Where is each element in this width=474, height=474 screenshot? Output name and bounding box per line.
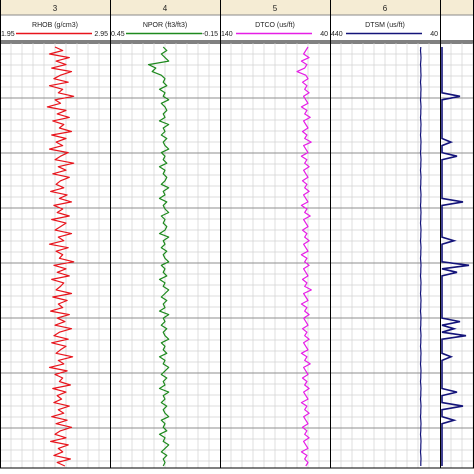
track-scale-right: 40 <box>320 31 328 38</box>
track-headers: 3 RHOB (g/cm3) 1.95 2.95 4 NPOR (ft3/ft3) 0.45… <box>0 0 474 44</box>
track-scale-left: 1.95 <box>1 31 15 38</box>
track-scale-right: 40 <box>430 31 438 38</box>
track-number: 4 <box>163 4 168 13</box>
track-number: 6 <box>383 4 388 13</box>
track-curve-name: DTSM (us/ft) <box>365 22 405 29</box>
track-number: 5 <box>273 4 278 13</box>
header-scale-band <box>0 15 474 41</box>
curve-rhob <box>46 46 75 467</box>
header-number-band <box>0 0 474 15</box>
track-scale-left: 0.45 <box>111 31 125 38</box>
track-scale-left: 440 <box>331 31 343 38</box>
curve-dtco <box>296 46 312 467</box>
curve-dtsm <box>419 46 422 466</box>
track-curve-name: NPOR (ft3/ft3) <box>143 22 187 29</box>
log-grid <box>0 43 474 468</box>
curve-npor <box>147 46 170 467</box>
track-curve-name: DTCO (us/ft) <box>255 22 295 29</box>
track-curve-name: RHOB (g/cm3) <box>32 22 78 29</box>
track-scale-right: -0.15 <box>202 31 218 38</box>
track-number: 3 <box>53 4 58 13</box>
track-scale-right: 2.95 <box>94 31 108 38</box>
curve-partial-track <box>441 47 470 466</box>
log-curves <box>46 46 470 467</box>
track-scale-left: 140 <box>221 31 233 38</box>
